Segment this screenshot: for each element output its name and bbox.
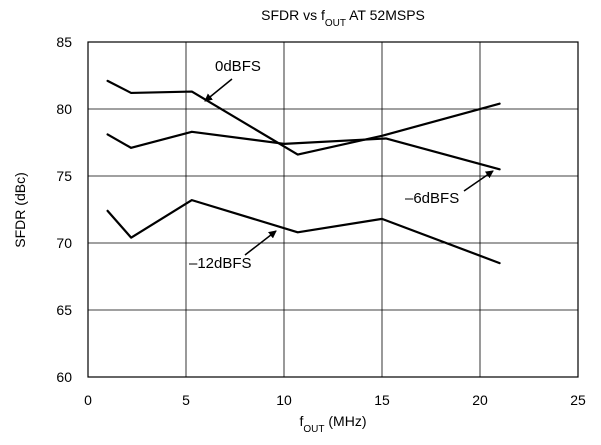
series-arrow-minus-12dbfs bbox=[244, 230, 277, 256]
plot-area bbox=[87, 41, 579, 378]
y-tick-label: 65 bbox=[56, 302, 72, 318]
y-tick-label: 70 bbox=[56, 235, 72, 251]
series-label-minus-12dbfs: –12dBFS bbox=[189, 255, 252, 272]
x-tick-label: 15 bbox=[374, 392, 390, 408]
series-line-1 bbox=[106, 130, 501, 171]
x-tick-label: 5 bbox=[182, 392, 190, 408]
x-tick-label: 20 bbox=[472, 392, 488, 408]
series-line-2 bbox=[106, 199, 501, 265]
x-tick-label: 25 bbox=[570, 392, 586, 408]
y-tick-label: 85 bbox=[56, 34, 72, 50]
series-arrow-0dbfs bbox=[204, 78, 233, 102]
series-label-minus-6dbfs: –6dBFS bbox=[405, 190, 459, 207]
y-axis-label: SFDR (dBc) bbox=[12, 172, 28, 247]
series-line-0 bbox=[106, 79, 501, 156]
x-tick-label: 10 bbox=[276, 392, 292, 408]
series-arrow-minus-6dbfs bbox=[463, 170, 494, 192]
chart-title: SFDR vs fOUT AT 52MSPS bbox=[261, 7, 425, 29]
y-tick-label: 80 bbox=[56, 101, 72, 117]
x-axis-label: fOUT (MHz) bbox=[300, 413, 367, 435]
plot-frame bbox=[87, 41, 579, 378]
y-tick-label: 60 bbox=[56, 369, 72, 385]
y-tick-labels: 60 65 70 75 80 85 bbox=[56, 34, 72, 385]
x-tick-labels: 0 5 10 15 20 25 bbox=[84, 392, 586, 408]
series-lines bbox=[106, 79, 501, 265]
series-labels: 0dBFS –6dBFS –12dBFS bbox=[189, 58, 494, 272]
grid-lines bbox=[88, 42, 578, 377]
y-tick-label: 75 bbox=[56, 168, 72, 184]
series-label-0dbfs: 0dBFS bbox=[215, 58, 261, 75]
x-tick-label: 0 bbox=[84, 392, 92, 408]
